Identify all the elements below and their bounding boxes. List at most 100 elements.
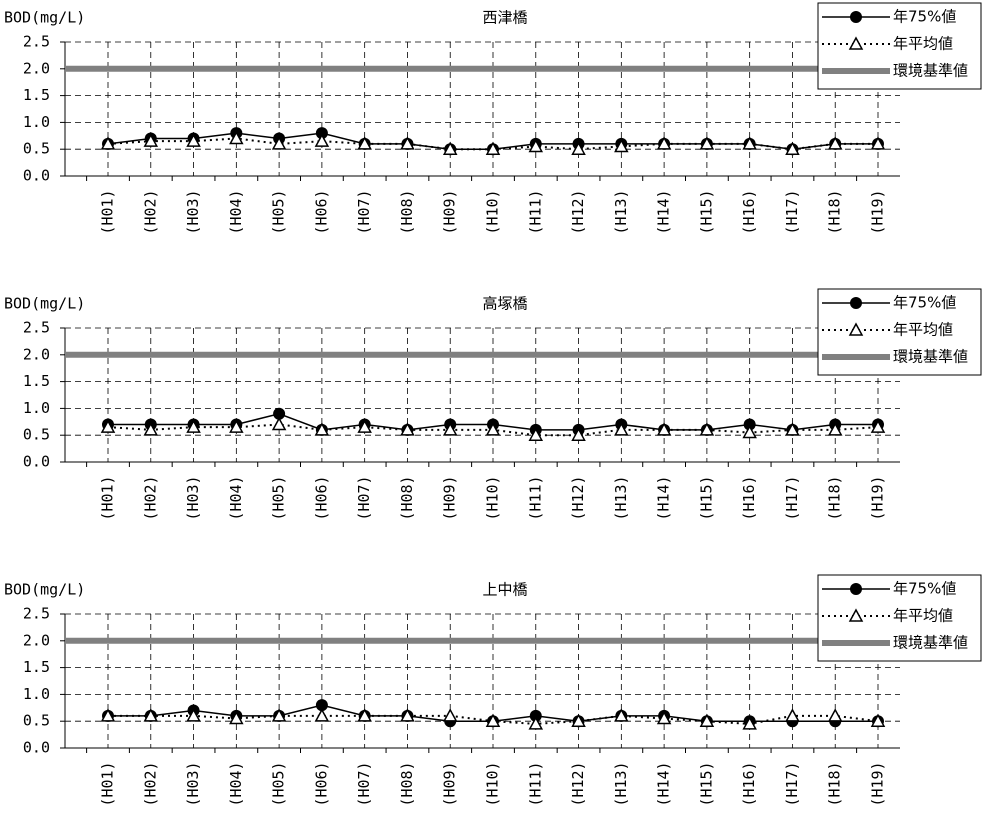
marker-triangle xyxy=(571,427,586,441)
x-tick-label: (H19) xyxy=(869,475,887,520)
x-tick-label: (H11) xyxy=(526,475,544,520)
marker-triangle xyxy=(870,136,886,150)
x-tick-label: (H06) xyxy=(312,189,330,234)
legend-label: 年75%値 xyxy=(893,580,956,598)
legend-label: 年平均値 xyxy=(893,35,953,53)
legend-marker xyxy=(850,11,862,23)
x-tick-label: (H09) xyxy=(441,475,459,520)
marker-triangle xyxy=(186,419,201,433)
marker-circle xyxy=(315,699,328,712)
marker-triangle xyxy=(400,708,415,722)
marker-triangle xyxy=(485,422,501,436)
marker-triangle xyxy=(742,424,757,439)
marker-triangle xyxy=(571,713,586,727)
marker-circle xyxy=(743,418,756,431)
x-tick-label: (H04) xyxy=(227,475,245,520)
marker-triangle xyxy=(271,136,287,150)
marker-triangle xyxy=(442,422,458,436)
x-tick-label: (H07) xyxy=(355,761,373,806)
y-tick-label: 2.5 xyxy=(23,605,50,623)
chart: 高塚橋 BOD(mg/L) 0.0 0.5 1.0 1.5 2.0 2.5 (H01) (H02)… xyxy=(4,288,982,521)
marker-triangle xyxy=(229,419,244,433)
marker-triangle xyxy=(271,708,287,722)
x-tick-label: (H12) xyxy=(569,475,587,520)
marker-triangle xyxy=(400,422,415,436)
marker-triangle xyxy=(827,422,843,436)
x-tick-label: (H03) xyxy=(184,475,202,520)
x-tick-label: (H06) xyxy=(312,761,330,806)
x-tick-label: (H10) xyxy=(484,475,502,520)
x-tick-label: (H07) xyxy=(355,475,373,520)
marker-triangle xyxy=(699,422,715,436)
marker-triangle xyxy=(699,713,715,727)
x-tick-label: (H12) xyxy=(569,189,587,234)
x-tick-label: (H17) xyxy=(783,189,801,234)
x-tick-label: (H05) xyxy=(270,761,288,806)
chart-title: 上中橋 xyxy=(482,581,527,599)
y-tick-label: 1.5 xyxy=(23,372,50,390)
marker-triangle xyxy=(870,713,886,727)
marker-triangle xyxy=(357,708,372,722)
x-tick-label: (H18) xyxy=(826,475,844,520)
marker-triangle xyxy=(143,133,159,147)
marker-triangle xyxy=(614,138,629,153)
y-tick-label: 1.0 xyxy=(23,685,50,703)
chart-title: 西津橋 xyxy=(482,9,527,27)
y-tick-label: 0.5 xyxy=(23,712,50,730)
x-tick-label: (H15) xyxy=(697,761,715,806)
y-tick-label: 2.5 xyxy=(23,319,50,337)
marker-triangle xyxy=(528,138,544,153)
legend-label: 年75%値 xyxy=(893,294,956,312)
marker-triangle xyxy=(785,708,800,722)
legend-label: 年平均値 xyxy=(893,607,953,625)
x-tick-label: (H04) xyxy=(227,761,245,806)
x-tick-label: (H08) xyxy=(398,189,416,234)
x-tick-label: (H10) xyxy=(484,761,502,806)
x-tick-label: (H10) xyxy=(484,189,502,234)
x-tick-label: (H02) xyxy=(141,189,159,234)
y-axis-title: BOD(mg/L) xyxy=(4,295,85,313)
marker-triangle xyxy=(314,708,330,722)
marker-triangle xyxy=(785,141,800,155)
legend-label: 環境基準値 xyxy=(893,348,968,366)
marker-triangle xyxy=(442,708,458,722)
x-tick-label: (H11) xyxy=(526,761,544,806)
marker-circle xyxy=(529,709,542,722)
y-tick-label: 1.0 xyxy=(23,399,50,417)
legend-label: 環境基準値 xyxy=(893,62,968,80)
marker-triangle xyxy=(314,422,330,436)
y-tick-label: 0.5 xyxy=(23,140,50,158)
y-axis-title: BOD(mg/L) xyxy=(4,581,85,599)
legend-marker xyxy=(848,322,864,336)
x-tick-label: (H09) xyxy=(441,761,459,806)
marker-triangle xyxy=(100,419,116,433)
x-tick-label: (H02) xyxy=(141,475,159,520)
x-tick-label: (H01) xyxy=(99,189,117,234)
marker-circle xyxy=(315,127,328,140)
marker-triangle xyxy=(614,422,629,436)
marker-triangle xyxy=(827,136,843,150)
x-tick-label: (H01) xyxy=(99,761,117,806)
chart-title: 高塚橋 xyxy=(482,295,527,313)
legend-marker xyxy=(850,297,862,309)
x-tick-label: (H09) xyxy=(441,189,459,234)
marker-triangle xyxy=(528,427,544,441)
marker-triangle xyxy=(742,716,757,730)
x-tick-label: (H15) xyxy=(697,475,715,520)
marker-triangle xyxy=(528,716,544,730)
y-tick-label: 1.5 xyxy=(23,86,50,104)
chart: 西津橋 BOD(mg/L) 0.0 0.5 1.0 1.5 2.0 2.5 (H01) (H02)… xyxy=(4,2,982,235)
x-tick-label: (H03) xyxy=(184,761,202,806)
marker-triangle xyxy=(785,422,800,436)
x-tick-label: (H17) xyxy=(783,761,801,806)
x-tick-label: (H07) xyxy=(355,189,373,234)
marker-triangle xyxy=(699,136,715,150)
marker-triangle xyxy=(229,130,244,145)
x-tick-label: (H04) xyxy=(227,189,245,234)
y-tick-label: 1.5 xyxy=(23,658,50,676)
x-tick-label: (H02) xyxy=(141,761,159,806)
marker-circle xyxy=(273,407,286,420)
x-tick-label: (H11) xyxy=(526,189,544,234)
marker-triangle xyxy=(656,422,672,436)
